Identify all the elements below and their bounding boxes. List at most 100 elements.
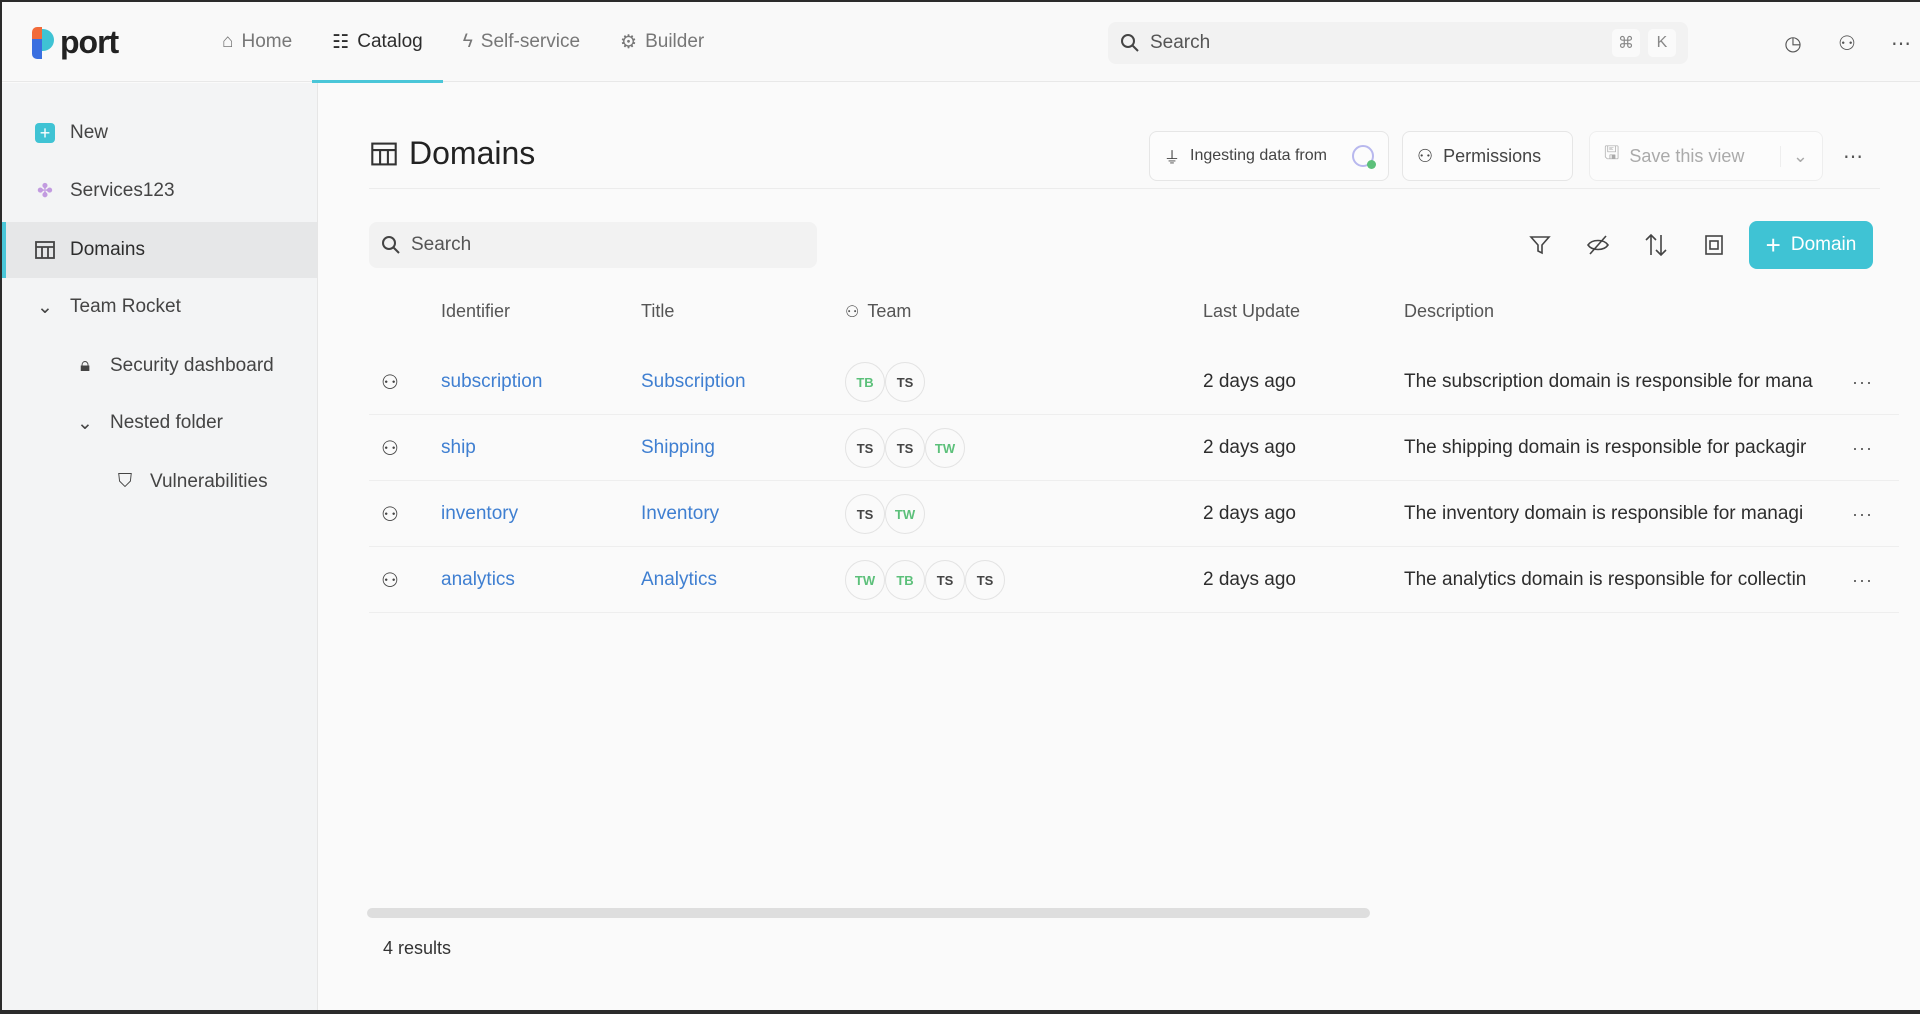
sidebar-item-label: New — [70, 122, 109, 143]
description: The shipping domain is responsible for p… — [1404, 437, 1807, 458]
table-row[interactable]: ⚇ inventory Inventory TS TW 2 days ago Th… — [369, 481, 1899, 547]
hide-columns-icon[interactable] — [1584, 231, 1612, 259]
nav-label: Builder — [645, 31, 705, 52]
search-placeholder: Search — [1150, 32, 1211, 53]
port-logo[interactable]: port — [32, 24, 119, 61]
row-actions-icon[interactable]: ··· — [1852, 569, 1873, 590]
team-avatar[interactable]: TS — [965, 560, 1005, 600]
row-actions-icon[interactable]: ··· — [1852, 503, 1873, 524]
identifier-link[interactable]: subscription — [441, 371, 543, 392]
sidebar-item-security-dashboard[interactable]: 🔒︎ Security dashboard — [2, 338, 317, 394]
title-link[interactable]: Subscription — [641, 371, 746, 392]
table-row[interactable]: ⚇ analytics Analytics TW TB TS TS 2 days ag… — [369, 547, 1899, 613]
table-row[interactable]: ⚇ subscription Subscription TB TS 2 days … — [369, 349, 1899, 415]
table-icon — [371, 142, 397, 165]
header-label: Last Update — [1203, 301, 1301, 321]
team-avatar[interactable]: TB — [885, 560, 925, 600]
logo-icon — [32, 26, 54, 59]
column-header-description[interactable]: Description — [1404, 301, 1494, 322]
header-label: Team — [867, 301, 912, 321]
table-row[interactable]: ⚇ ship Shipping TS TS TW 2 days ago The sh… — [369, 415, 1899, 481]
nav-label: Self-service — [480, 31, 581, 52]
global-search-input[interactable]: Search ⌘ K — [1108, 22, 1688, 64]
search-icon — [382, 236, 400, 254]
horizontal-scrollbar[interactable] — [367, 908, 1370, 918]
sidebar-item-vulnerabilities[interactable]: ⛉ Vulnerabilities — [2, 454, 317, 510]
team-avatar[interactable]: TW — [885, 494, 925, 534]
nav-self-service[interactable]: ϟ Self-service — [443, 2, 600, 82]
sidebar-item-label: Team Rocket — [70, 296, 181, 317]
column-header-identifier[interactable]: Identifier — [441, 301, 510, 322]
search-placeholder: Search — [411, 234, 472, 255]
nav-label: Home — [241, 31, 293, 52]
chevron-down-icon: ⌄ — [77, 412, 93, 434]
save-view-label: Save this view — [1629, 145, 1745, 166]
title-link[interactable]: Inventory — [641, 503, 720, 524]
sidebar-item-label: Vulnerabilities — [150, 471, 268, 492]
add-domain-button[interactable]: + Domain — [1749, 221, 1873, 269]
description: The subscription domain is responsible f… — [1404, 371, 1813, 392]
nav-catalog[interactable]: ☷ Catalog — [312, 2, 443, 83]
sidebar-item-label: Domains — [70, 239, 145, 260]
add-domain-label: Domain — [1790, 234, 1857, 255]
plus-square-icon: + — [34, 122, 56, 144]
team-avatar[interactable]: TB — [845, 362, 885, 402]
ingesting-data-button[interactable]: ⏚ Ingesting data from — [1149, 131, 1389, 181]
row-actions-icon[interactable]: ··· — [1852, 371, 1873, 392]
sidebar-item-new[interactable]: + New — [2, 105, 317, 161]
more-icon[interactable]: ⋯ — [1891, 32, 1911, 55]
domain-icon: ⚇ — [381, 437, 399, 460]
identifier-link[interactable]: inventory — [441, 503, 519, 524]
k-key: K — [1648, 29, 1676, 57]
sidebar-item-domains[interactable]: Domains — [2, 222, 317, 278]
team-avatars: TS TW — [845, 481, 925, 547]
sidebar-item-services123[interactable]: ✤ Services123 — [2, 163, 317, 219]
sort-icon[interactable] — [1642, 231, 1670, 259]
team-avatar[interactable]: TS — [845, 494, 885, 534]
catalog-icon: ☷ — [332, 31, 350, 53]
team-avatars: TW TB TS TS — [845, 547, 1005, 613]
group-by-icon[interactable] — [1700, 231, 1728, 259]
team-avatar[interactable]: TW — [845, 560, 885, 600]
table-search-input[interactable]: Search — [369, 222, 817, 268]
sidebar-item-team-rocket[interactable]: ⌄ Team Rocket — [2, 279, 317, 335]
logo-text: port — [60, 24, 119, 60]
description: The analytics domain is responsible for … — [1404, 569, 1807, 590]
team-icon[interactable]: ⚇ — [1838, 32, 1856, 55]
column-header-team[interactable]: ⚇ Team — [845, 301, 911, 322]
column-header-title[interactable]: Title — [641, 301, 674, 322]
permissions-button[interactable]: ⚇ Permissions — [1402, 131, 1573, 181]
team-avatar[interactable]: TW — [925, 428, 965, 468]
identifier-link[interactable]: analytics — [441, 569, 515, 590]
identifier-link[interactable]: ship — [441, 437, 476, 458]
lock-icon: 🔒︎ — [79, 355, 91, 376]
sidebar-item-nested-folder[interactable]: ⌄ Nested folder — [2, 395, 317, 451]
lightning-icon: ϟ — [462, 31, 473, 52]
save-view-button[interactable]: 🖫 Save this view ⌄ — [1589, 131, 1823, 181]
home-icon: ⌂ — [222, 31, 234, 52]
save-icon: 🖫 — [1604, 143, 1620, 163]
row-actions-icon[interactable]: ··· — [1852, 437, 1873, 458]
team-avatar[interactable]: TS — [885, 428, 925, 468]
domain-icon: ⚇ — [381, 371, 399, 394]
chevron-down-icon[interactable]: ⌄ — [1779, 145, 1808, 167]
team-avatar[interactable]: TS — [845, 428, 885, 468]
last-update: 2 days ago — [1203, 569, 1296, 590]
team-avatar[interactable]: TS — [925, 560, 965, 600]
nav-builder[interactable]: ⚙ Builder — [600, 2, 724, 82]
more-options-icon[interactable]: ⋯ — [1843, 145, 1863, 168]
permissions-label: Permissions — [1443, 145, 1542, 166]
history-icon[interactable]: ◷ — [1784, 32, 1802, 55]
filter-icon[interactable] — [1526, 231, 1554, 259]
gear-icon: ⚙ — [620, 31, 638, 53]
team-avatar[interactable]: TS — [885, 362, 925, 402]
nav-home[interactable]: ⌂ Home — [202, 2, 312, 82]
title-link[interactable]: Shipping — [641, 437, 715, 458]
team-avatars: TS TS TW — [845, 415, 965, 481]
sidebar: + New ✤ Services123 Domains ⌄ Team Rocket 🔒… — [2, 83, 318, 1010]
column-header-last-update[interactable]: Last Update — [1203, 301, 1300, 322]
page-title-text: Domains — [409, 135, 536, 171]
title-link[interactable]: Analytics — [641, 569, 718, 590]
ingesting-label: Ingesting data from — [1190, 147, 1327, 164]
